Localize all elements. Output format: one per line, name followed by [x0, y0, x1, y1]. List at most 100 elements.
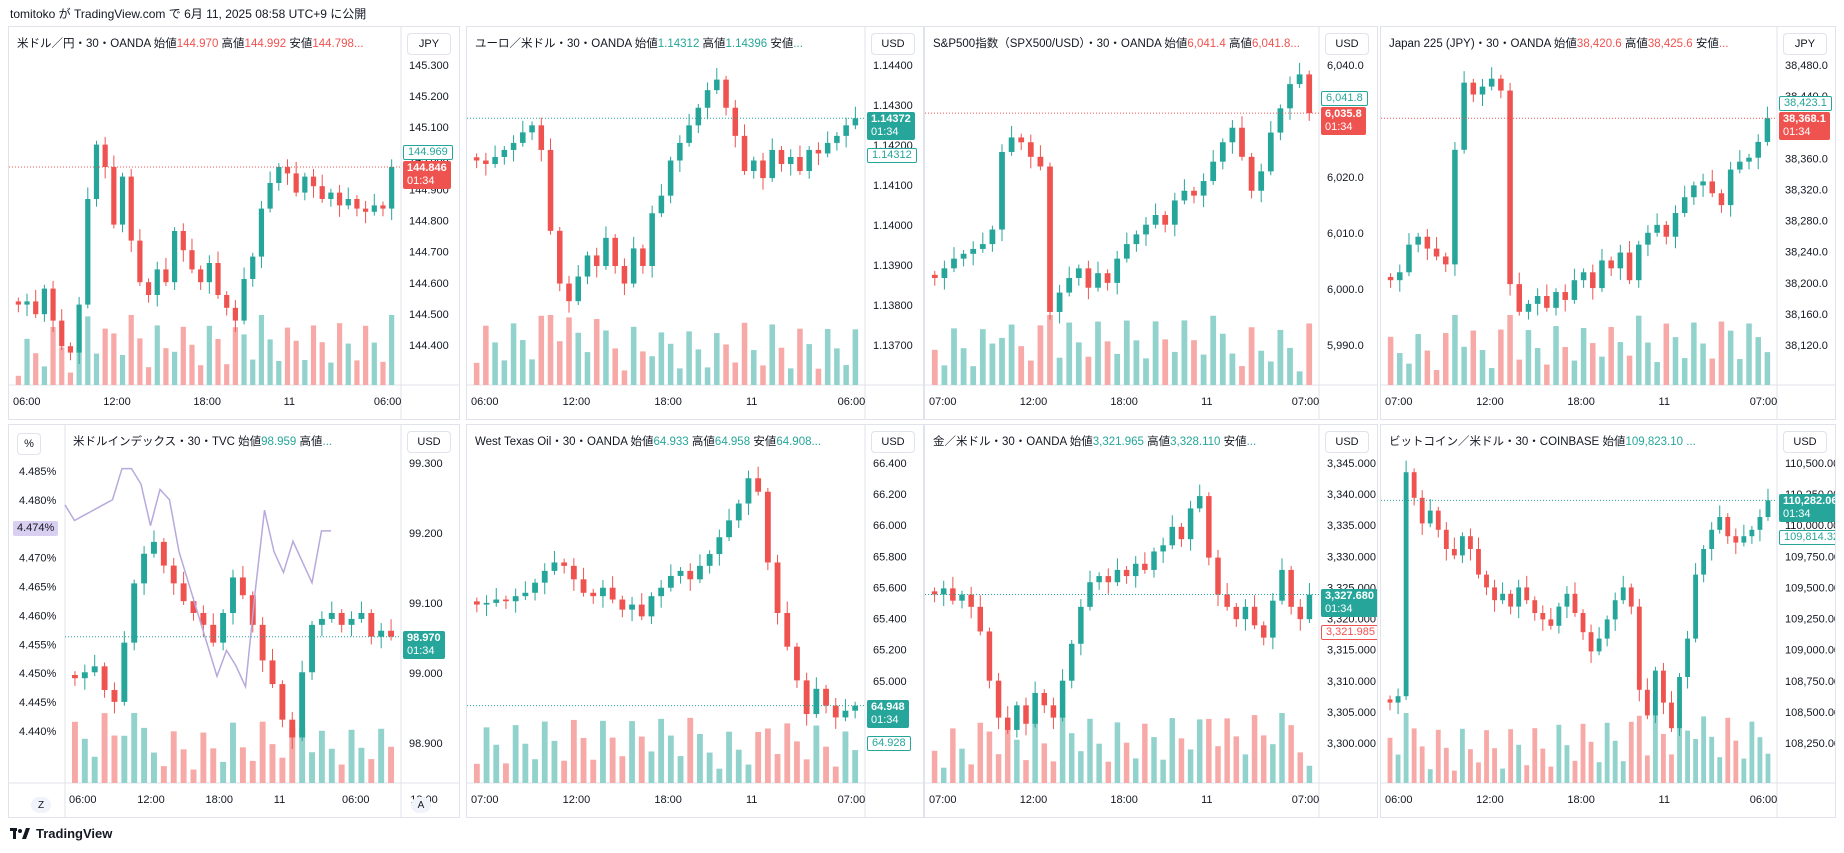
candle [1701, 549, 1707, 575]
volume-bar [609, 737, 616, 783]
candle [1242, 606, 1249, 620]
candle [1260, 625, 1267, 638]
candle [1532, 600, 1538, 613]
currency-unit-button[interactable]: USD [407, 431, 451, 453]
chart-title[interactable]: ユーロ／米ドル・30・OANDA 始値1.14312 高値1.14396 安値.… [475, 35, 859, 51]
volume-bar [1415, 334, 1421, 385]
low-value: ... [1246, 436, 1257, 448]
candle [778, 149, 785, 165]
currency-unit-button[interactable]: USD [1325, 431, 1369, 453]
open-value: 3,321.965 [1092, 436, 1144, 448]
volume-bar [121, 735, 128, 783]
chart-canvas[interactable]: 99.300 99.200 99.100 99.000 98.900 4.485% 4.48… [9, 425, 460, 818]
percent-scale-button[interactable]: % [17, 433, 41, 455]
volume-bar [1700, 343, 1706, 385]
candle [503, 599, 509, 602]
volume-bar [510, 323, 517, 385]
volume-bar [1562, 347, 1568, 385]
candle [269, 660, 276, 685]
x-tick-label: 18:00 [193, 396, 221, 408]
volume-bar [1524, 765, 1530, 783]
volume-bar [1628, 721, 1634, 783]
volume-bar [1085, 356, 1092, 385]
candle [1636, 606, 1642, 690]
candle [1215, 557, 1221, 595]
chart-title[interactable]: 米ドル／円・30・OANDA 始値144.970 高値144.992 安値144… [17, 35, 395, 51]
volume-bar [532, 759, 538, 783]
candle [1114, 569, 1121, 583]
candle [1200, 181, 1207, 196]
low-label: 安値 [770, 38, 794, 50]
candle [163, 269, 169, 283]
volume-bar [378, 728, 385, 783]
chart-title[interactable]: S&P500指数（SPX500/USD）・30・OANDA 始値6,041.4 … [933, 35, 1313, 51]
currency-unit-button[interactable]: JPY [407, 33, 451, 55]
candle [1387, 276, 1394, 281]
open-value: 109,823.10 [1625, 436, 1683, 448]
chart-panel-usdjpy[interactable]: 145.300145.200145.100145.000144.900144.8… [8, 26, 460, 420]
volume-bar [200, 732, 207, 783]
chart-canvas[interactable]: 38,480.038,440.038,400.038,360.038,320.0… [1381, 27, 1836, 420]
prev-close-badge: 1.14312 [867, 148, 917, 164]
high-value: 64.958 [714, 436, 751, 448]
volume-bar [1672, 337, 1679, 385]
volume-bar [1096, 743, 1102, 783]
low-label: 安値 [289, 38, 313, 50]
zoom-button[interactable]: Z [31, 797, 51, 813]
candle [787, 156, 794, 165]
chart-panel-eurusd[interactable]: 1.14400 1.14300 1.14200 1.14100 1.14000 1.139… [466, 26, 924, 420]
y-tick-label: 109,000.00 [1785, 645, 1836, 657]
y-tick-label: 6,020.0 [1327, 172, 1364, 184]
chart-title[interactable]: Japan 225 (JPY)・30・OANDA 始値38,420.6 高値38… [1389, 35, 1771, 51]
auto-scale-button[interactable]: A [411, 797, 431, 813]
chart-canvas[interactable]: 110,500.00110,250.00110,000.00109,750.00… [1381, 425, 1836, 818]
x-tick-label: 06:00 [374, 396, 402, 408]
currency-unit-button[interactable]: USD [871, 431, 915, 453]
high-label: 高値 [221, 38, 245, 50]
currency-unit-button[interactable]: JPY [1783, 33, 1827, 55]
chart-panel-spx[interactable]: 6,040.06,030.06,020.06,010.06,000.05,990… [924, 26, 1378, 420]
candle [1685, 638, 1690, 677]
volume-bar [328, 362, 334, 385]
chart-panel-nikkei[interactable]: 38,480.038,440.038,400.038,360.038,320.0… [1380, 26, 1836, 420]
countdown-value: 01:34 [1783, 126, 1811, 139]
chart-canvas[interactable]: 66.400 66.200 66.000 65.800 65.600 65.400 65.2… [467, 425, 924, 818]
volume-bar [834, 348, 840, 385]
chart-panel-dxy[interactable]: 99.300 99.200 99.100 99.000 98.900 4.485% 4.48… [8, 424, 460, 818]
volume-bar [1160, 759, 1166, 783]
volume-bar [319, 342, 325, 385]
candle [1406, 244, 1412, 273]
chart-title[interactable]: 米ドルインデックス・30・TVC 始値98.959 高値... [73, 433, 395, 449]
chart-panel-gold[interactable]: 3,345.000 3,340.000 3,335.000 3,330.000 3,32… [924, 424, 1378, 818]
chart-canvas[interactable]: 1.144001.143001.142001.141001.140001.139… [467, 27, 924, 420]
candle [154, 269, 160, 295]
volume-bar [951, 328, 957, 385]
chart-panel-wti[interactable]: 66.400 66.200 66.000 65.800 65.600 65.400 65.2… [466, 424, 924, 818]
candle [1534, 295, 1541, 304]
countdown-value: 01:34 [407, 175, 435, 187]
chart-canvas[interactable]: 6,040.06,030.06,020.06,010.06,000.05,990… [925, 27, 1378, 420]
footer-brand[interactable]: TradingView [10, 826, 112, 841]
volume-bar [111, 735, 118, 783]
chart-title[interactable]: ビットコイン／米ドル・30・COINBASE 始値109,823.10 ... [1389, 433, 1771, 449]
volume-bar [726, 731, 732, 783]
chart-title[interactable]: 金／米ドル・30・OANDA 始値3,321.965 高値3,328.110 安… [933, 433, 1313, 449]
candle [1596, 638, 1602, 652]
candle [1484, 574, 1489, 588]
symbol-title: 米ドル／円・30・OANDA [17, 38, 151, 50]
candle [959, 594, 965, 601]
volume-bar [621, 370, 628, 385]
chart-panel-btc[interactable]: 110,500.00110,250.00110,000.00109,750.00… [1380, 424, 1836, 818]
chart-canvas[interactable]: 145.300145.200145.100145.000144.900144.8… [9, 27, 460, 420]
volume-bar [1685, 730, 1690, 783]
currency-unit-button[interactable]: USD [1783, 431, 1827, 453]
volume-bar [1500, 768, 1506, 783]
volume-bar [289, 727, 296, 783]
volume-bar [1492, 748, 1497, 783]
chart-canvas[interactable]: 3,345.000 3,340.000 3,335.000 3,330.000 3,32… [925, 425, 1378, 818]
candle [797, 156, 803, 172]
currency-unit-button[interactable]: USD [1325, 33, 1369, 55]
candle [1556, 606, 1562, 626]
chart-title[interactable]: West Texas Oil・30・OANDA 始値64.933 高値64.95… [475, 433, 859, 449]
currency-unit-button[interactable]: USD [871, 33, 915, 55]
